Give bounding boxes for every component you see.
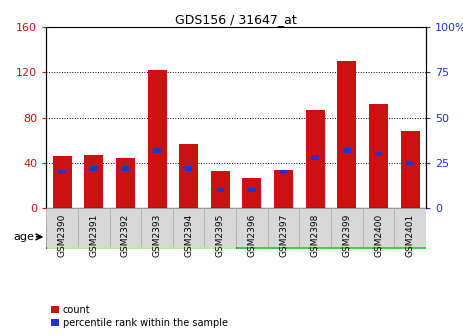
Bar [46,225,236,249]
Text: GSM2401: GSM2401 [406,214,415,257]
Bar [236,225,426,249]
Text: GSM2395: GSM2395 [216,214,225,257]
Bar [274,170,293,208]
Bar [363,208,394,247]
Bar [205,208,236,247]
Text: GSM2397: GSM2397 [279,214,288,257]
Bar [217,188,224,193]
Bar [243,178,262,208]
Legend: count, percentile rank within the sample: count, percentile rank within the sample [51,305,228,328]
Bar [400,131,419,208]
Bar [110,208,141,247]
Bar [369,104,388,208]
Bar [78,208,110,247]
Text: GSM2392: GSM2392 [121,214,130,257]
Bar [338,61,357,208]
Bar [116,158,135,208]
Bar [185,166,193,171]
Bar [268,208,300,247]
Bar [331,208,363,247]
Bar [90,166,98,171]
Bar [300,208,331,247]
Bar [148,70,167,208]
Bar [375,152,382,156]
Text: GSM2391: GSM2391 [89,214,98,257]
Text: 62-77 year: 62-77 year [300,232,362,242]
Text: 21-31 year: 21-31 year [111,232,171,242]
Bar [84,155,103,208]
Text: GSM2400: GSM2400 [374,214,383,257]
Bar [312,155,319,160]
Bar [248,188,256,193]
Text: GSM2396: GSM2396 [247,214,257,257]
Text: GSM2399: GSM2399 [342,214,351,257]
Bar [153,148,161,153]
Bar [407,161,414,165]
Bar [173,208,205,247]
Bar [141,208,173,247]
Bar [58,170,66,174]
Text: GSM2398: GSM2398 [311,214,320,257]
Bar [343,148,350,153]
Text: GSM2390: GSM2390 [57,214,67,257]
Bar [280,170,288,174]
Bar [122,166,129,171]
Bar [53,156,72,208]
Text: age: age [14,232,35,242]
Bar [46,208,78,247]
Bar [179,144,198,208]
Text: GSM2394: GSM2394 [184,214,193,257]
Text: GSM2393: GSM2393 [152,214,162,257]
Bar [236,208,268,247]
Bar [211,171,230,208]
Bar [306,110,325,208]
Title: GDS156 / 31647_at: GDS156 / 31647_at [175,13,297,26]
Bar [394,208,426,247]
